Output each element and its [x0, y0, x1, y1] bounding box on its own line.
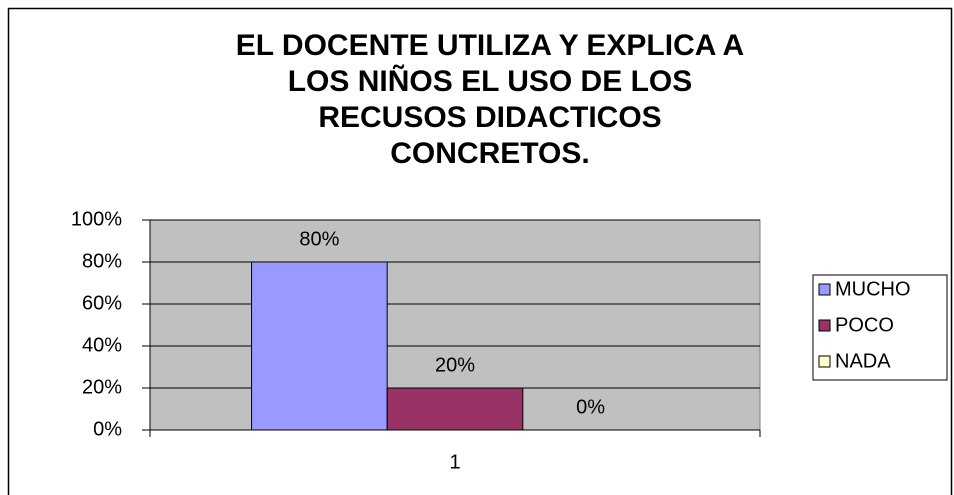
chart-title: RECUSOS DIDACTICOS — [318, 101, 661, 134]
y-tick-label: 40% — [82, 334, 122, 356]
data-label: 80% — [299, 228, 339, 250]
chart-border — [7, 7, 953, 495]
y-tick-label: 80% — [82, 250, 122, 272]
chart-title: CONCRETOS. — [390, 137, 589, 170]
data-label: 20% — [435, 354, 475, 376]
y-tick-label: 100% — [71, 208, 122, 230]
bar — [386, 387, 524, 431]
legend-swatch — [818, 283, 831, 296]
bar — [251, 261, 388, 431]
x-tick-label: 1 — [449, 451, 460, 473]
y-tick-label: 20% — [82, 376, 122, 398]
legend-label: POCO — [835, 314, 894, 336]
y-tick-label: 0% — [93, 418, 122, 440]
data-label: 0% — [576, 396, 605, 418]
legend — [812, 274, 948, 381]
chart-title: LOS NIÑOS EL USO DE LOS — [288, 64, 693, 98]
legend-swatch — [818, 319, 831, 332]
y-tick-label: 60% — [82, 292, 122, 314]
legend-swatch — [818, 355, 831, 368]
legend-label: MUCHO — [835, 278, 911, 300]
legend-label: NADA — [835, 350, 891, 372]
chart-title: EL DOCENTE UTILIZA Y EXPLICA A — [236, 29, 744, 62]
